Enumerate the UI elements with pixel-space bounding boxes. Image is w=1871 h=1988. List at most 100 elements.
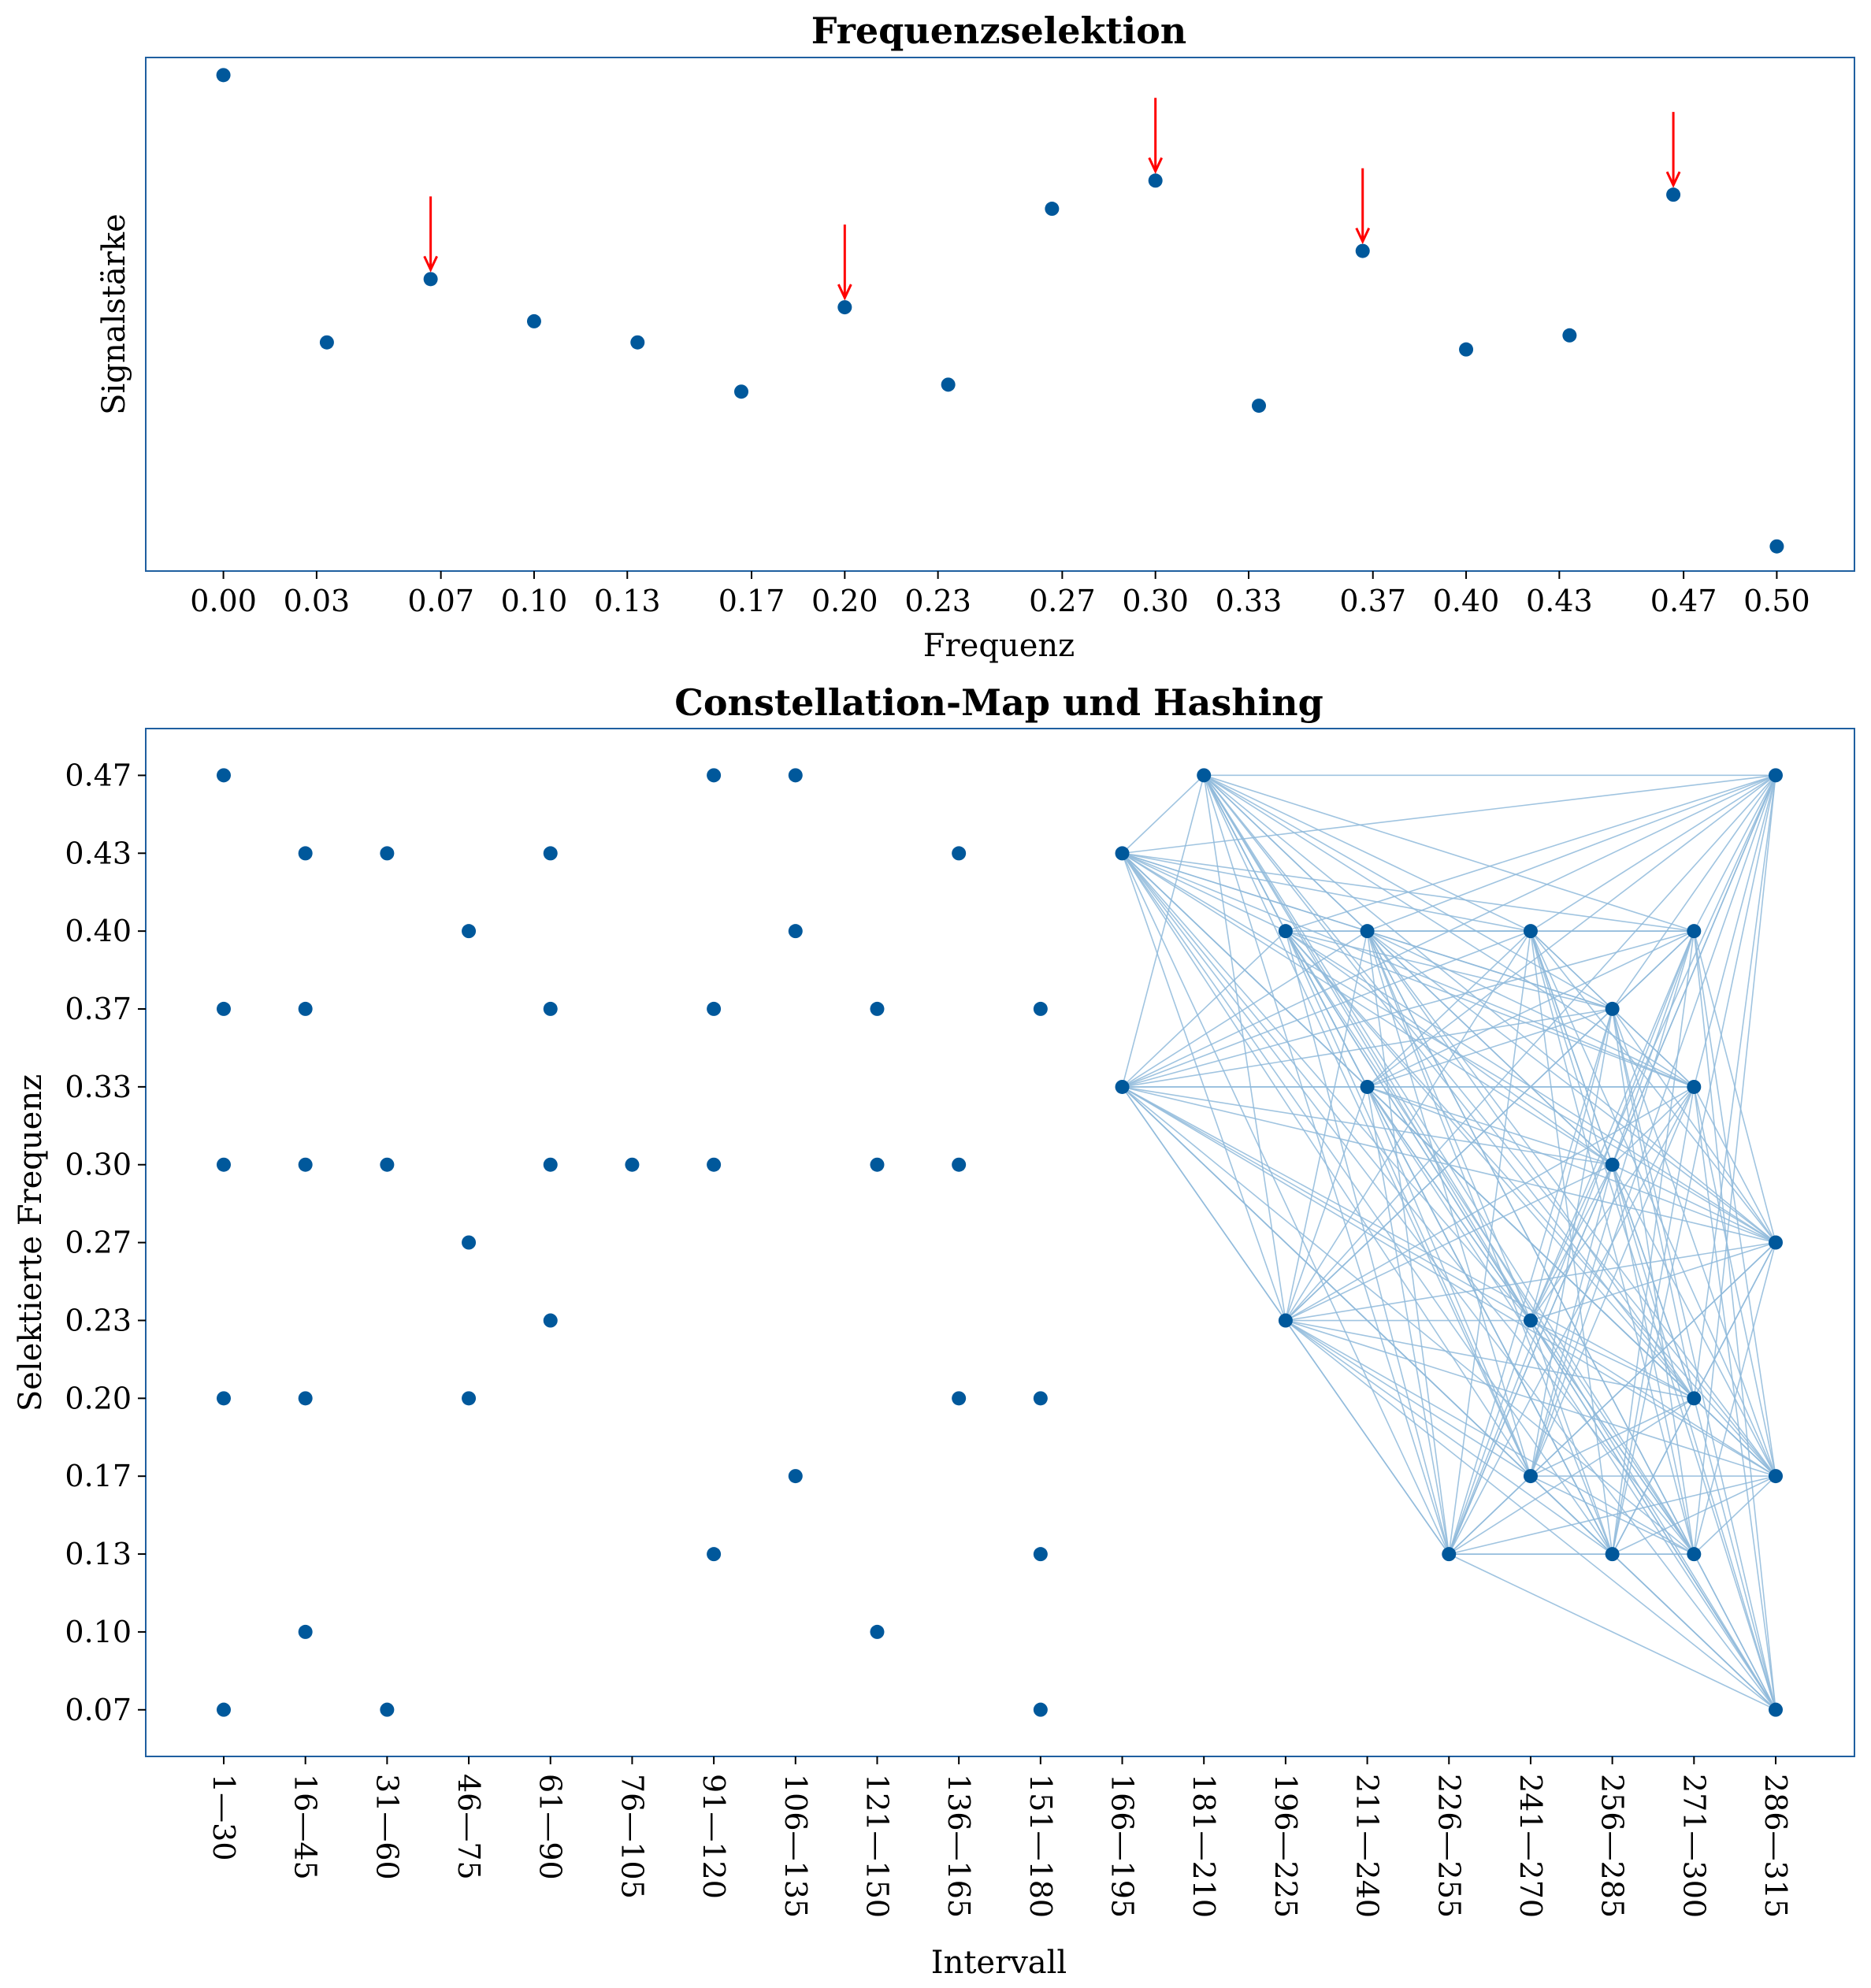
y-tick-label: 0.33	[65, 1070, 132, 1104]
hash-link	[1121, 853, 1450, 1555]
constellation-point	[788, 1469, 803, 1484]
constellation-point	[1523, 924, 1538, 939]
constellation-point	[217, 1702, 231, 1717]
x-tick-label: 271—300	[1676, 1774, 1711, 1918]
constellation-point	[1687, 1079, 1702, 1094]
hash-link	[1530, 1008, 1613, 1477]
hash-link	[1367, 930, 1531, 1088]
constellation-point	[1033, 1702, 1048, 1717]
hash-link	[1366, 931, 1450, 1555]
hash-link	[1693, 931, 1776, 1477]
hash-link	[1693, 1397, 1776, 1477]
y-tick-label: 0.43	[65, 836, 132, 870]
x-tick-label: 46—75	[451, 1774, 486, 1880]
y-axis-label-bottom: Selektierte Frequenz	[13, 1074, 49, 1411]
x-tick-label: 0.13	[594, 584, 661, 618]
constellation-point	[952, 1157, 967, 1172]
hash-link	[1611, 1008, 1776, 1243]
hash-link	[1121, 852, 1613, 1555]
hash-link	[1367, 774, 1776, 932]
constellation-point	[952, 1391, 967, 1406]
constellation-point	[1523, 1469, 1538, 1484]
y-tick-label: 0.23	[65, 1303, 132, 1337]
x-tick-label: 211—240	[1350, 1774, 1385, 1918]
x-tick-label: 226—255	[1431, 1774, 1466, 1918]
x-tick-label: 166—195	[1105, 1774, 1140, 1918]
x-tick-label: 0.10	[501, 584, 568, 618]
hash-link	[1611, 1008, 1776, 1710]
constellation-point	[870, 1001, 885, 1016]
selection-arrow-head	[1665, 171, 1681, 188]
hash-link	[1366, 1086, 1531, 1477]
x-tick-label: 0.37	[1339, 584, 1406, 618]
hash-link	[1530, 1319, 1776, 1477]
hash-link	[1285, 774, 1776, 1322]
selection-arrow-head	[837, 284, 852, 301]
constellation-point	[462, 1391, 477, 1406]
hash-link	[1612, 1086, 1695, 1166]
constellation-point	[543, 1001, 558, 1016]
constellation-point	[1197, 768, 1212, 783]
x-ticks-top: 0.00 0.03 0.07 0.10 0.13 0.17 0.20 0.23 0.27 0.30…	[190, 571, 1810, 618]
hash-link	[1530, 774, 1776, 932]
y-tick-label: 0.13	[65, 1537, 132, 1571]
hash-link	[1530, 1008, 1613, 1321]
constellation-point	[298, 846, 313, 861]
x-tick-label: 0.47	[1650, 584, 1717, 618]
constellation-point	[1605, 1157, 1620, 1172]
chart-title-bottom: Constellation-Map und Hashing	[674, 681, 1323, 724]
hash-link	[1693, 1086, 1776, 1477]
selection-arrow-head	[423, 255, 438, 273]
constellation-point	[1769, 1469, 1783, 1484]
hash-link	[1693, 1553, 1776, 1711]
x-axis-label-top: Frequenz	[923, 628, 1075, 664]
hash-link	[1611, 930, 1695, 1165]
hash-link	[1203, 774, 1531, 932]
constellation-point	[1769, 1702, 1783, 1717]
data-point	[1666, 187, 1681, 202]
data-point	[1252, 399, 1267, 414]
x-tick-label: 0.23	[904, 584, 971, 618]
constellation-point	[788, 768, 803, 783]
constellation-point	[788, 924, 803, 939]
hash-link	[1285, 1086, 1368, 1321]
y-tick-label: 0.17	[65, 1459, 132, 1493]
hash-link	[1367, 930, 1695, 1088]
constellation-point	[1033, 1001, 1048, 1016]
constellation-point	[1687, 924, 1702, 939]
constellation-point	[1278, 1313, 1293, 1328]
constellation-point	[1687, 1391, 1702, 1406]
x-tick-label: 151—180	[1023, 1774, 1058, 1918]
hash-link	[1530, 1164, 1613, 1477]
hash-link	[1366, 930, 1695, 1399]
constellation-point	[543, 1313, 558, 1328]
x-tick-label: 136—165	[941, 1774, 976, 1918]
hash-link	[1121, 774, 1205, 854]
x-tick-label: 0.20	[811, 584, 878, 618]
constellation-point	[1360, 924, 1375, 939]
hash-link	[1612, 1164, 1776, 1244]
y-ticks-bottom: 0.07 0.10 0.13 0.17 0.20 0.23 0.27 0.30 0.33 0.37…	[65, 758, 146, 1727]
hash-link	[1612, 930, 1695, 1010]
constellation-point	[1115, 1079, 1130, 1094]
y-tick-label: 0.40	[65, 914, 132, 948]
hash-link	[1448, 931, 1531, 1555]
hash-link	[1121, 930, 1286, 1088]
constellation-point	[298, 1391, 313, 1406]
data-point	[1562, 328, 1577, 343]
constellation-point	[462, 924, 477, 939]
hash-link	[1693, 1242, 1776, 1555]
hash-link	[1612, 1553, 1776, 1711]
constellation-point	[952, 846, 967, 861]
plot-area-top	[216, 68, 1784, 554]
hash-link	[1693, 1398, 1776, 1710]
data-point	[526, 313, 541, 328]
y-tick-label: 0.47	[65, 758, 132, 792]
hash-link	[1611, 1164, 1776, 1477]
hash-link	[1611, 1164, 1776, 1710]
chart-title-top: Frequenzselektion	[811, 9, 1186, 52]
hash-link	[1285, 774, 1776, 932]
constellation-point	[380, 1157, 395, 1172]
hash-link	[1611, 931, 1695, 1555]
hash-link	[1611, 774, 1776, 1010]
